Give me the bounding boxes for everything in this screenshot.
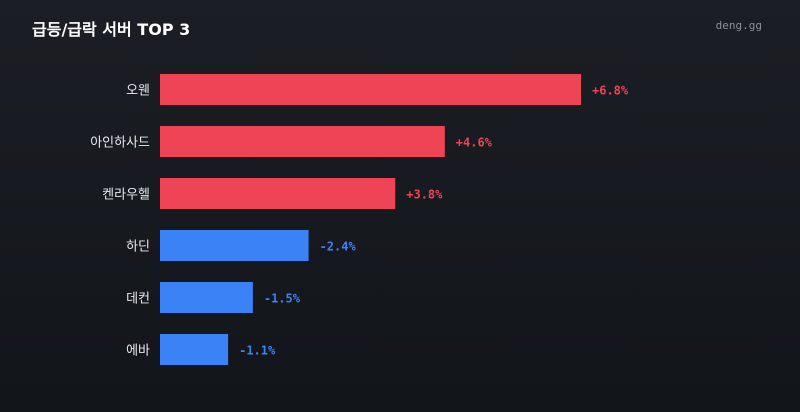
value-label: +4.6%	[456, 136, 493, 150]
category-label: 하딘	[126, 240, 150, 255]
category-label: 데컨	[126, 292, 150, 307]
page-title: 급등/급락 서버 TOP 3	[32, 20, 191, 39]
bar	[160, 74, 581, 105]
category-label: 에바	[126, 344, 150, 359]
value-label: -2.4%	[320, 240, 357, 254]
category-label: 아인하사드	[90, 136, 150, 151]
bar	[160, 282, 253, 313]
category-label: 켄라우헬	[102, 188, 150, 203]
category-label: 오웬	[126, 84, 150, 99]
site-watermark: deng.gg	[715, 19, 762, 32]
bar	[160, 230, 309, 261]
value-label: +6.8%	[592, 84, 629, 98]
bar	[160, 334, 229, 365]
bar	[160, 126, 445, 157]
value-label: +3.8%	[406, 188, 443, 202]
value-label: -1.5%	[264, 292, 301, 306]
value-label: -1.1%	[239, 344, 276, 358]
bar	[160, 178, 396, 209]
